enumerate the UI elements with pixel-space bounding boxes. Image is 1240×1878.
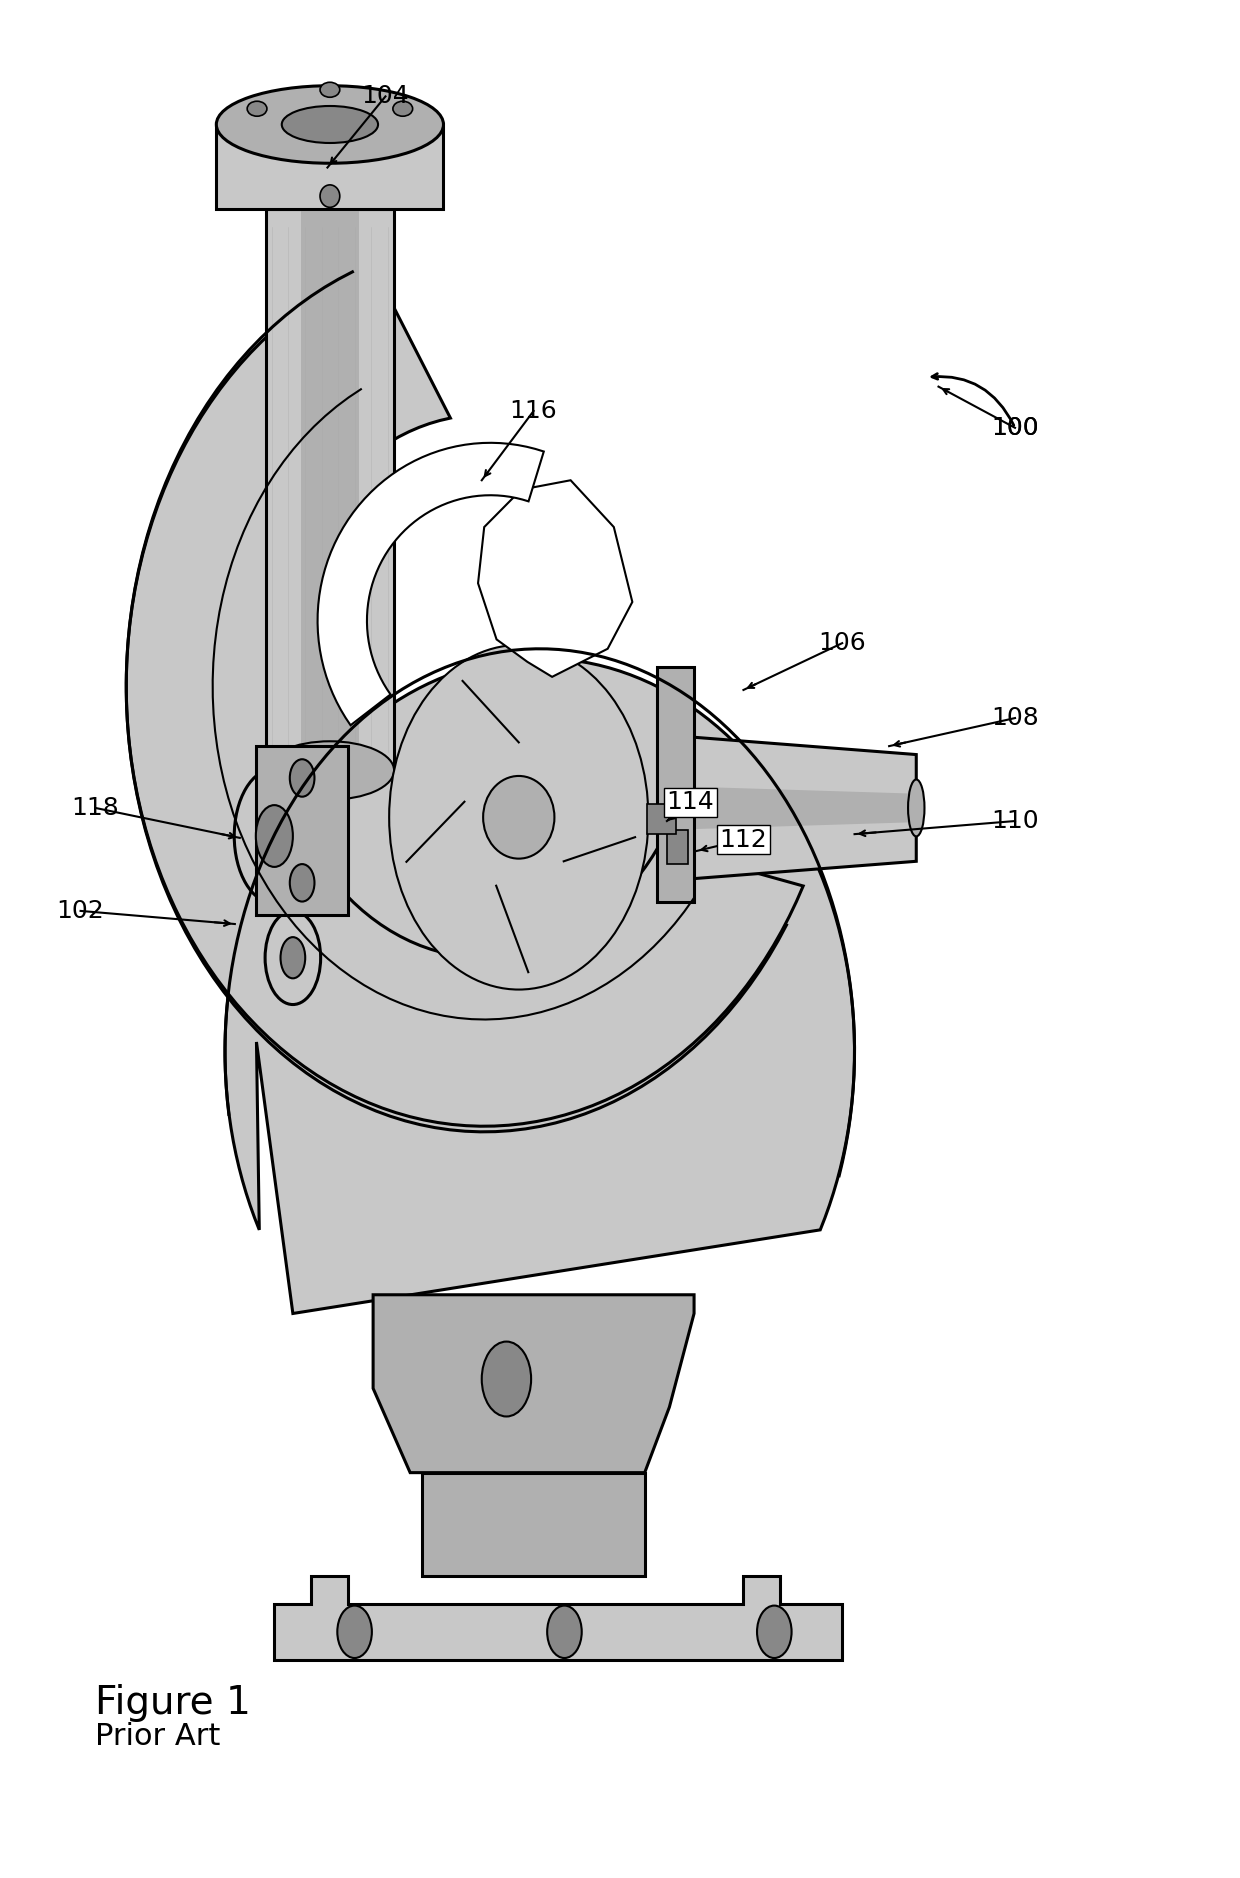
Ellipse shape	[265, 742, 394, 800]
Text: 104: 104	[362, 85, 409, 109]
Polygon shape	[301, 208, 358, 770]
Ellipse shape	[234, 768, 315, 903]
Text: Prior Art: Prior Art	[95, 1722, 221, 1750]
Circle shape	[547, 1606, 582, 1658]
Polygon shape	[317, 443, 544, 725]
Text: 108: 108	[991, 706, 1039, 731]
Ellipse shape	[320, 184, 340, 207]
Polygon shape	[657, 667, 694, 901]
Ellipse shape	[280, 937, 305, 978]
Polygon shape	[479, 481, 632, 676]
Ellipse shape	[216, 86, 444, 163]
Text: 118: 118	[72, 796, 119, 821]
Ellipse shape	[393, 101, 413, 116]
Ellipse shape	[281, 105, 378, 143]
Polygon shape	[265, 208, 394, 770]
Polygon shape	[216, 124, 444, 208]
Circle shape	[337, 1606, 372, 1658]
Text: 100: 100	[991, 415, 1039, 439]
Polygon shape	[224, 657, 854, 1313]
Polygon shape	[126, 269, 804, 1127]
Circle shape	[290, 759, 315, 796]
Ellipse shape	[389, 644, 649, 990]
Text: Figure 1: Figure 1	[95, 1685, 252, 1722]
Ellipse shape	[484, 776, 554, 858]
Ellipse shape	[255, 806, 293, 868]
Polygon shape	[423, 1472, 645, 1576]
Polygon shape	[688, 736, 916, 879]
Polygon shape	[647, 804, 676, 834]
Ellipse shape	[320, 83, 340, 98]
Polygon shape	[274, 1576, 842, 1660]
Circle shape	[290, 864, 315, 901]
Text: 100: 100	[991, 415, 1039, 439]
Polygon shape	[667, 830, 688, 864]
Text: 112: 112	[719, 828, 768, 853]
Text: 102: 102	[57, 900, 104, 922]
Ellipse shape	[908, 779, 925, 836]
Circle shape	[758, 1606, 791, 1658]
Circle shape	[482, 1341, 531, 1416]
Polygon shape	[688, 787, 916, 830]
Text: 106: 106	[818, 631, 866, 655]
Text: 114: 114	[666, 791, 714, 815]
Text: 116: 116	[510, 398, 558, 423]
Polygon shape	[373, 1294, 694, 1472]
Ellipse shape	[265, 911, 321, 1005]
Text: 110: 110	[991, 809, 1039, 834]
Ellipse shape	[247, 101, 267, 116]
Polygon shape	[255, 746, 348, 915]
